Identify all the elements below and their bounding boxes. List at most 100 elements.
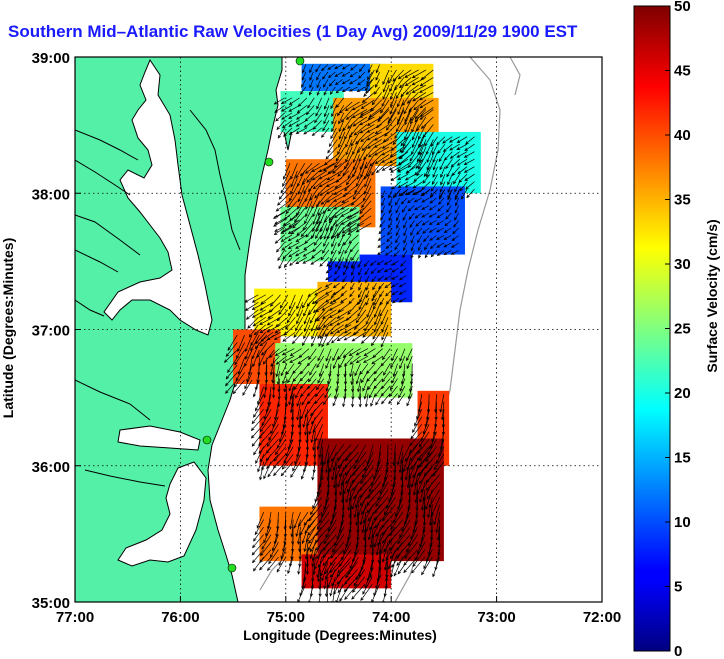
velocity-vector bbox=[341, 79, 351, 85]
velocity-vector bbox=[316, 219, 322, 233]
velocity-vector bbox=[371, 584, 380, 602]
velocity-vector bbox=[251, 541, 264, 556]
velocity-vector bbox=[280, 178, 291, 194]
velocity-vector bbox=[389, 378, 398, 391]
velocity-vector bbox=[351, 378, 355, 393]
velocity-vector bbox=[412, 181, 424, 189]
velocity-vector bbox=[374, 79, 380, 88]
velocity-vector bbox=[432, 159, 438, 171]
velocity-vector bbox=[358, 64, 366, 73]
velocity-vector bbox=[417, 235, 423, 244]
velocity-vector bbox=[322, 541, 337, 559]
velocity-vector bbox=[345, 482, 352, 503]
velocity-vector bbox=[403, 235, 408, 244]
velocity-vector bbox=[256, 342, 268, 359]
velocity-vector bbox=[377, 242, 386, 248]
velocity-vector bbox=[334, 267, 340, 275]
velocity-vector bbox=[364, 317, 374, 332]
velocity-vector bbox=[360, 466, 374, 485]
velocity-vector bbox=[338, 112, 345, 125]
velocity-vector bbox=[322, 309, 337, 319]
colorbar-tick-label: 50 bbox=[674, 0, 691, 15]
velocity-vector bbox=[424, 131, 434, 147]
velocity-vector bbox=[293, 511, 301, 529]
velocity-vector bbox=[322, 200, 335, 215]
velocity-vector bbox=[304, 542, 309, 560]
velocity-vector bbox=[363, 260, 370, 268]
velocity-vector bbox=[334, 177, 350, 189]
velocity-vector bbox=[337, 556, 352, 574]
velocity-vector bbox=[380, 385, 391, 397]
velocity-vector bbox=[295, 200, 306, 217]
velocity-vector bbox=[281, 242, 293, 251]
velocity-vector bbox=[251, 408, 264, 425]
velocity-vector bbox=[311, 162, 328, 172]
velocity-vector bbox=[316, 378, 325, 391]
velocity-vector bbox=[268, 348, 280, 359]
velocity-vector bbox=[375, 64, 380, 74]
velocity-vector bbox=[318, 162, 335, 173]
velocity-vector bbox=[331, 534, 345, 553]
velocity-vector bbox=[397, 158, 409, 166]
velocity-vector bbox=[364, 267, 370, 276]
velocity-vector bbox=[421, 197, 430, 203]
velocity-vector bbox=[316, 71, 321, 81]
velocity-vector bbox=[388, 212, 393, 222]
velocity-vector bbox=[425, 466, 440, 484]
velocity-vector bbox=[371, 275, 377, 283]
velocity-vector bbox=[275, 355, 288, 365]
velocity-vector bbox=[287, 227, 300, 234]
velocity-vector bbox=[304, 234, 315, 244]
velocity-vector bbox=[351, 584, 366, 600]
velocity-vector bbox=[399, 519, 411, 539]
velocity-vector bbox=[450, 158, 460, 168]
velocity-vector bbox=[390, 139, 405, 152]
velocity-vector bbox=[304, 162, 320, 174]
velocity-vector bbox=[296, 309, 303, 325]
velocity-vector bbox=[338, 249, 345, 263]
velocity-vector bbox=[366, 561, 373, 582]
velocity-vector bbox=[315, 519, 330, 537]
velocity-vector bbox=[346, 219, 359, 227]
velocity-vector bbox=[409, 220, 415, 229]
velocity-vector bbox=[319, 185, 335, 196]
velocity-vector bbox=[411, 124, 419, 141]
velocity-vector bbox=[400, 459, 404, 482]
velocity-vector bbox=[357, 207, 372, 221]
velocity-vector bbox=[426, 481, 440, 500]
velocity-vector bbox=[330, 242, 337, 255]
velocity-vector bbox=[372, 282, 377, 291]
velocity-vector bbox=[400, 444, 411, 464]
velocity-vector bbox=[310, 401, 323, 417]
velocity-vector bbox=[312, 489, 322, 509]
velocity-vector bbox=[276, 371, 280, 386]
velocity-vector bbox=[326, 260, 333, 267]
velocity-vector bbox=[465, 136, 475, 145]
velocity-vector bbox=[359, 116, 375, 126]
velocity-vector bbox=[421, 190, 430, 196]
velocity-vector bbox=[439, 159, 446, 171]
velocity-vector bbox=[408, 459, 418, 480]
velocity-vector bbox=[368, 474, 381, 493]
velocity-vector bbox=[350, 268, 355, 276]
velocity-vector bbox=[330, 286, 344, 298]
velocity-vector bbox=[258, 423, 272, 439]
velocity-vector bbox=[298, 534, 302, 553]
velocity-vector bbox=[446, 197, 452, 206]
velocity-vector bbox=[398, 282, 407, 288]
velocity-vector bbox=[364, 451, 374, 472]
velocity-vector bbox=[391, 181, 401, 190]
velocity-vector bbox=[289, 512, 294, 530]
velocity-vector bbox=[366, 489, 381, 506]
velocity-vector bbox=[305, 200, 313, 218]
velocity-vector bbox=[403, 549, 418, 566]
velocity-vector bbox=[380, 205, 386, 214]
y-tick-label: 36:00 bbox=[32, 459, 70, 476]
velocity-vector bbox=[400, 136, 409, 147]
velocity-vector bbox=[311, 324, 318, 340]
velocity-vector bbox=[327, 64, 336, 70]
velocity-vector bbox=[365, 283, 370, 291]
velocity-vector bbox=[301, 170, 313, 186]
velocity-vector bbox=[392, 297, 399, 304]
velocity-vector bbox=[432, 144, 438, 156]
